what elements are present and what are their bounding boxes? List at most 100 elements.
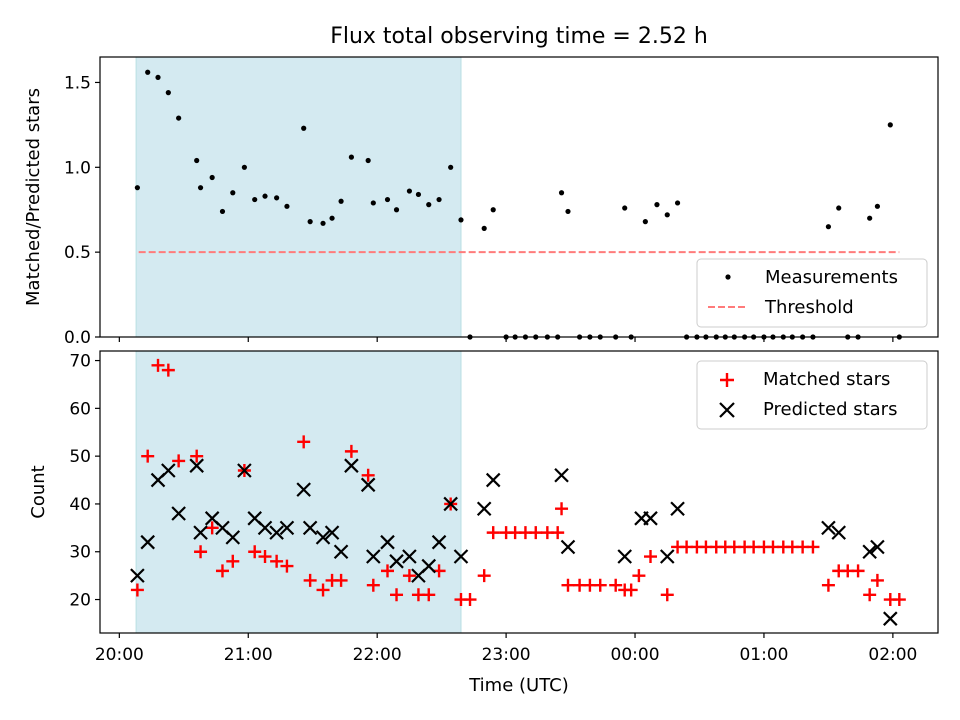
predicted-point — [193, 525, 208, 540]
matched-point — [561, 578, 575, 592]
predicted-point — [161, 463, 176, 478]
predicted-point — [189, 458, 204, 473]
predicted-point — [870, 539, 885, 555]
measurement-point — [155, 74, 161, 80]
bottom-shaded-span — [135, 350, 462, 634]
measurement-point — [165, 90, 171, 96]
matched-point — [486, 526, 500, 540]
bottom-xtick-label: 01:00 — [739, 645, 788, 665]
top-ytick-label: 1.5 — [64, 73, 91, 93]
measurement-point — [664, 212, 670, 218]
measurement-point — [338, 198, 344, 204]
bottom-ytick-label: 60 — [69, 399, 91, 419]
matched-point — [609, 578, 623, 592]
matched-point — [190, 449, 204, 463]
matched-point — [644, 550, 658, 564]
matched-point — [870, 573, 884, 587]
measurement-point — [320, 220, 326, 226]
measurement-point — [262, 193, 268, 199]
measurement-point — [458, 217, 464, 223]
measurement-point — [836, 205, 842, 211]
predicted-point — [560, 539, 576, 555]
measurement-point — [406, 188, 413, 194]
measurement-point — [654, 202, 660, 208]
top-panel: 0.0 0.5 1.0 1.5 Matched/Predicted stars Mea… — [23, 56, 939, 348]
matched-point — [380, 564, 394, 578]
legend-marker-measurements — [725, 274, 731, 280]
matched-point — [463, 593, 477, 607]
measurement-point — [415, 191, 422, 198]
matched-point — [529, 526, 543, 540]
bottom-xlabel: Time (UTC) — [468, 675, 569, 696]
bottom-ylabel: Count — [28, 465, 49, 518]
matched-point — [821, 578, 835, 592]
measurement-point — [145, 69, 151, 75]
predicted-point — [431, 534, 447, 550]
matched-point — [316, 583, 330, 597]
measurement-point — [642, 219, 648, 225]
top-axes: 0.0 0.5 1.0 1.5 — [64, 73, 894, 348]
predicted-point — [140, 534, 155, 550]
measurement-point — [874, 203, 881, 209]
predicted-point — [443, 496, 458, 512]
bottom-xtick-label: 21:00 — [224, 645, 273, 665]
measurement-point — [622, 205, 628, 211]
top-ylabel: Matched/Predicted stars — [23, 88, 44, 306]
bottom-ytick-label: 50 — [69, 447, 91, 467]
measurement-point — [825, 224, 832, 230]
matched-point — [270, 554, 284, 568]
top-plot-area — [134, 56, 902, 340]
predicted-point — [225, 530, 241, 545]
predicted-point — [269, 525, 284, 540]
matched-point — [258, 550, 272, 564]
measurement-point — [867, 215, 873, 221]
legend-marker-predicted — [719, 402, 735, 418]
matched-point — [892, 593, 906, 607]
bottom-axes: 20 30 40 50 60 70 20:00 21:00 22:00 23:00 00:00 01:… — [69, 352, 917, 665]
legend-label-threshold: Threshold — [764, 297, 854, 318]
matched-point — [161, 363, 175, 377]
matched-point — [863, 588, 877, 602]
measurement-point — [393, 207, 400, 213]
measurement-point — [230, 190, 236, 196]
bottom-plot-area — [130, 350, 906, 634]
measurement-point — [134, 185, 140, 191]
bottom-xtick-label: 20:00 — [95, 645, 144, 665]
matched-point — [130, 583, 144, 597]
measurement-point — [436, 196, 442, 203]
predicted-point — [389, 554, 404, 569]
bottom-panel: 20 30 40 50 60 70 20:00 21:00 22:00 23:00 00:00 01:… — [28, 350, 939, 696]
measurement-point — [241, 164, 247, 170]
predicted-point — [485, 472, 501, 488]
measurement-point — [490, 207, 496, 213]
matched-point — [297, 435, 311, 449]
predicted-point — [453, 549, 469, 564]
matched-point — [402, 569, 416, 583]
predicted-point — [476, 501, 492, 517]
legend-label-predicted: Predicted stars — [763, 399, 897, 420]
measurement-point — [565, 208, 571, 215]
predicted-point — [402, 549, 417, 564]
measurement-point — [197, 185, 204, 191]
measurement-point — [674, 200, 681, 206]
predicted-point — [617, 549, 632, 564]
measurement-point — [481, 225, 487, 231]
top-ytick-label: 1.0 — [64, 158, 91, 178]
predicted-point — [862, 544, 877, 560]
predicted-point — [360, 477, 376, 493]
measurement-point — [370, 200, 376, 206]
matched-point — [194, 545, 208, 559]
matched-point — [344, 444, 358, 458]
matched-point — [806, 540, 820, 554]
predicted-point — [659, 549, 675, 564]
matched-point — [334, 573, 348, 587]
top-shaded-span — [135, 56, 462, 338]
matched-point — [632, 569, 646, 583]
matched-point — [422, 588, 436, 602]
predicted-point — [171, 506, 186, 521]
matched-point — [361, 468, 375, 482]
matched-point — [593, 578, 607, 592]
predicted-point — [883, 611, 898, 626]
bottom-legend: Matched stars Predicted stars — [696, 360, 928, 430]
